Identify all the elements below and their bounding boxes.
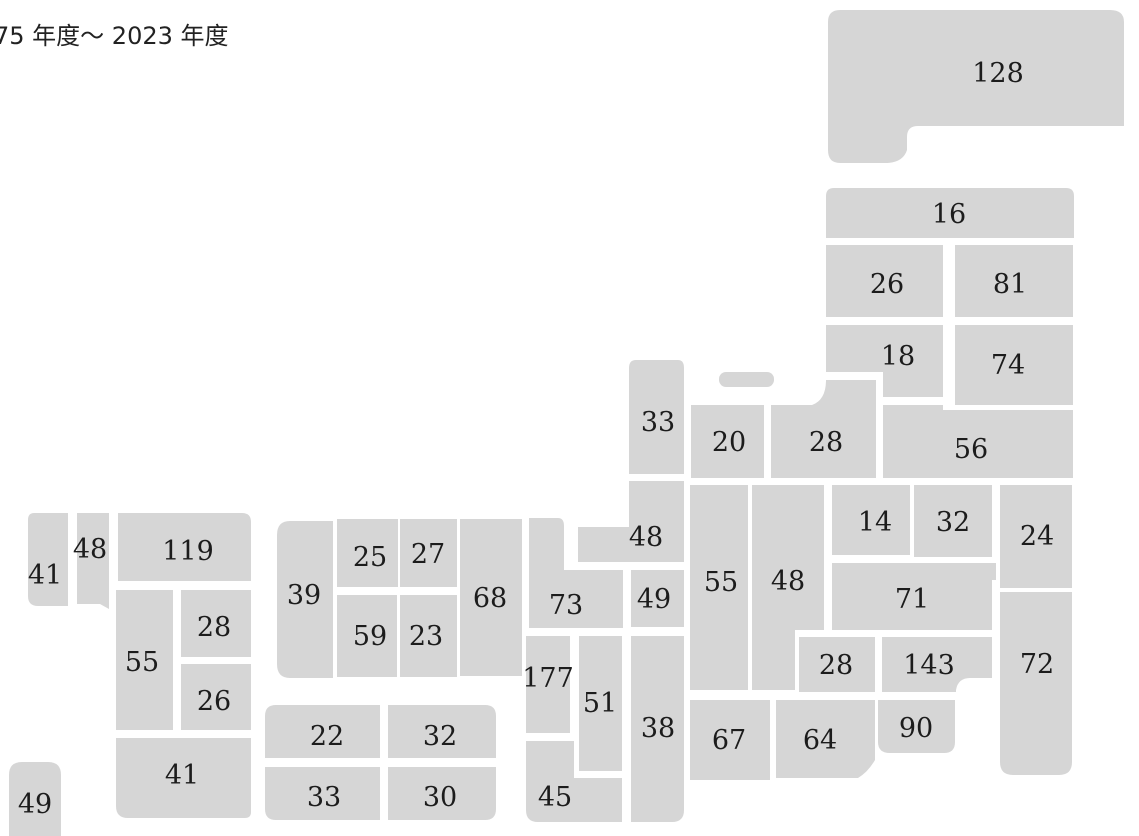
label-tokushima: 30 bbox=[423, 782, 457, 813]
label-nagasaki: 41 bbox=[28, 560, 62, 591]
label-mie: 38 bbox=[641, 713, 675, 744]
label-ishikawa: 33 bbox=[641, 407, 675, 438]
label-saitama: 71 bbox=[895, 584, 929, 615]
tile-kochi[interactable]: 33 bbox=[265, 767, 380, 820]
tile-kumamoto[interactable]: 55 bbox=[116, 590, 173, 730]
tile-ishikawa[interactable]: 33 bbox=[629, 360, 684, 474]
tile-nagasaki[interactable]: 41 bbox=[28, 513, 68, 606]
tile-akita[interactable]: 26 bbox=[826, 245, 943, 317]
tile-nara[interactable]: 51 bbox=[579, 636, 622, 771]
tile-fukui[interactable]: 48 bbox=[578, 481, 684, 562]
label-niigata: 28 bbox=[809, 427, 843, 458]
label-wakayama: 45 bbox=[538, 782, 572, 813]
tile-hokkaido[interactable]: 128 bbox=[828, 10, 1124, 163]
tile-kagoshima[interactable]: 41 bbox=[116, 738, 251, 818]
label-tokyo: 143 bbox=[903, 650, 955, 681]
label-tochigi: 32 bbox=[936, 507, 970, 538]
label-nara: 51 bbox=[583, 688, 617, 719]
label-saga: 48 bbox=[73, 534, 107, 565]
tile-niigata[interactable]: 28 bbox=[771, 380, 876, 478]
tile-gunma[interactable]: 14 bbox=[832, 485, 910, 555]
tile-nagano[interactable]: 48 bbox=[752, 485, 824, 690]
tile-iwate[interactable]: 81 bbox=[955, 245, 1073, 317]
label-chiba: 72 bbox=[1020, 649, 1054, 680]
tile-okayama[interactable]: 23 bbox=[400, 595, 457, 677]
label-miyazaki: 26 bbox=[197, 686, 231, 717]
tile-ehime[interactable]: 22 bbox=[265, 705, 380, 758]
tile-tochigi[interactable]: 32 bbox=[914, 485, 992, 557]
label-hyogo: 68 bbox=[473, 583, 507, 614]
tile-tottori[interactable]: 27 bbox=[400, 519, 457, 587]
label-yamanashi: 28 bbox=[819, 650, 853, 681]
label-kagawa: 32 bbox=[423, 721, 457, 752]
tile-yamaguchi[interactable]: 39 bbox=[277, 521, 333, 678]
label-ehime: 22 bbox=[310, 721, 344, 752]
tile-okinawa[interactable]: 49 bbox=[9, 762, 61, 836]
label-hiroshima: 59 bbox=[353, 621, 387, 652]
label-tottori: 27 bbox=[411, 539, 445, 570]
tile-kyoto[interactable]: 73 bbox=[529, 518, 623, 628]
tile-hiroshima[interactable]: 59 bbox=[337, 595, 397, 677]
tile-oita[interactable]: 28 bbox=[181, 590, 251, 657]
label-kyoto: 73 bbox=[549, 590, 583, 621]
label-aichi: 67 bbox=[712, 725, 746, 756]
label-fukuoka: 119 bbox=[162, 536, 214, 567]
tile-kanagawa[interactable]: 90 bbox=[878, 700, 955, 753]
tile-saitama[interactable]: 71 bbox=[832, 563, 996, 630]
label-shimane: 25 bbox=[353, 542, 387, 573]
tile-hyogo[interactable]: 68 bbox=[460, 519, 522, 676]
label-okinawa: 49 bbox=[18, 789, 52, 820]
tile-miyagi[interactable]: 74 bbox=[955, 325, 1073, 405]
label-shiga: 49 bbox=[637, 584, 671, 615]
tile-yamanashi[interactable]: 28 bbox=[799, 637, 875, 692]
tile-yamagata[interactable]: 18 bbox=[826, 325, 943, 397]
label-osaka: 177 bbox=[522, 663, 574, 694]
tile-fukushima[interactable]: 56 bbox=[883, 405, 1073, 478]
tile-gifu[interactable]: 55 bbox=[690, 485, 748, 690]
tile-shimane[interactable]: 25 bbox=[337, 519, 398, 587]
label-kumamoto: 55 bbox=[125, 647, 159, 678]
tile-toyama[interactable]: 20 bbox=[691, 405, 764, 478]
tile-ibaraki[interactable]: 24 bbox=[1000, 485, 1072, 588]
tile-fukuoka[interactable]: 119 bbox=[118, 513, 251, 581]
tile-aomori[interactable]: 16 bbox=[826, 188, 1074, 238]
label-miyagi: 74 bbox=[991, 350, 1025, 381]
tile-wakayama[interactable]: 45 bbox=[526, 741, 622, 822]
label-fukushima: 56 bbox=[954, 434, 988, 465]
label-oita: 28 bbox=[197, 612, 231, 643]
label-shizuoka: 64 bbox=[803, 725, 837, 756]
tile-sado bbox=[719, 372, 774, 387]
tile-osaka[interactable]: 177 bbox=[522, 636, 574, 733]
label-kanagawa: 90 bbox=[899, 713, 933, 744]
label-aomori: 16 bbox=[932, 199, 966, 230]
map-title: 75 年度〜 2023 年度 bbox=[0, 22, 229, 50]
label-ibaraki: 24 bbox=[1020, 521, 1054, 552]
label-yamagata: 18 bbox=[881, 341, 915, 372]
label-kochi: 33 bbox=[307, 782, 341, 813]
label-gifu: 55 bbox=[704, 567, 738, 598]
label-okayama: 23 bbox=[409, 621, 443, 652]
tile-miyazaki[interactable]: 26 bbox=[181, 664, 251, 730]
tile-mie[interactable]: 38 bbox=[631, 636, 684, 822]
tile-chiba[interactable]: 72 bbox=[1000, 592, 1072, 775]
label-iwate: 81 bbox=[993, 269, 1027, 300]
tile-tokushima[interactable]: 30 bbox=[388, 767, 496, 820]
label-nagano: 48 bbox=[771, 566, 805, 597]
tile-kagawa[interactable]: 32 bbox=[388, 705, 496, 758]
tile-shizuoka[interactable]: 64 bbox=[776, 700, 875, 778]
label-gunma: 14 bbox=[858, 507, 892, 538]
label-akita: 26 bbox=[870, 269, 904, 300]
tile-aichi[interactable]: 67 bbox=[690, 700, 770, 780]
label-toyama: 20 bbox=[712, 427, 746, 458]
tile-shiga[interactable]: 49 bbox=[631, 570, 684, 627]
tile-saga[interactable]: 48 bbox=[73, 513, 109, 609]
label-yamaguchi: 39 bbox=[287, 580, 321, 611]
tile-tokyo[interactable]: 143 bbox=[882, 637, 992, 692]
label-kagoshima: 41 bbox=[165, 760, 199, 791]
label-hokkaido: 128 bbox=[972, 58, 1024, 89]
label-fukui: 48 bbox=[629, 522, 663, 553]
